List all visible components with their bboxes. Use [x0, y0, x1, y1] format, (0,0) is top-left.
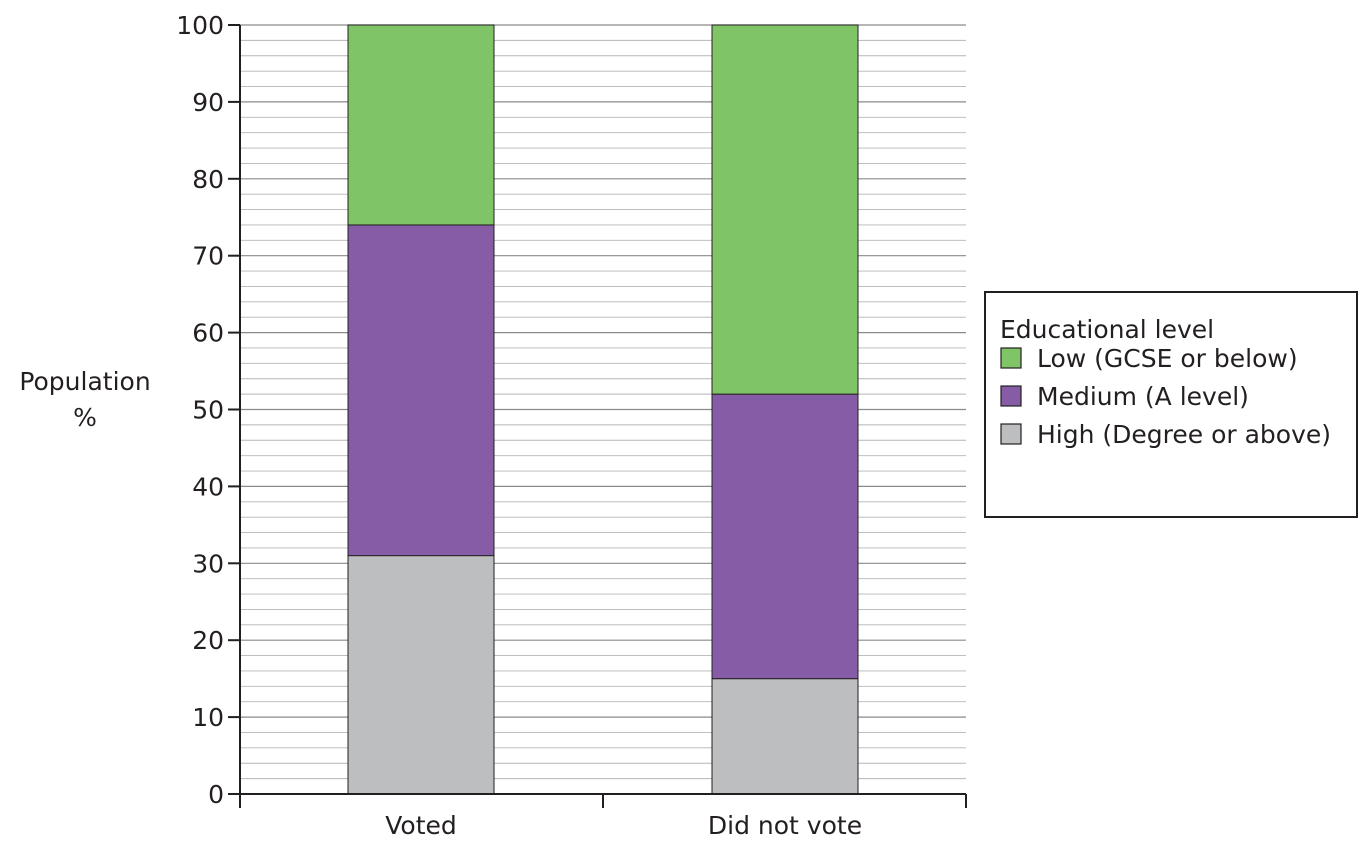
y-tick-label: 60	[192, 319, 224, 348]
legend-entry-label: Low (GCSE or below)	[1037, 344, 1298, 373]
y-tick-label: 10	[192, 703, 224, 732]
x-tick-label: Did not vote	[708, 811, 862, 840]
legend-entry-label: Medium (A level)	[1037, 382, 1249, 411]
bars	[347, 24, 859, 795]
y-tick-label: 50	[192, 396, 224, 425]
legend-swatch	[1000, 347, 1022, 369]
bar-segment	[347, 224, 495, 557]
bar-segment	[347, 24, 495, 226]
y-tick-label: 90	[192, 88, 224, 117]
y-axis-label-line-2: %	[73, 403, 97, 432]
legend-entry-label: High (Degree or above)	[1037, 420, 1331, 449]
bar-segment	[711, 678, 859, 795]
y-tick-label: 20	[192, 626, 224, 655]
y-tick-label: 70	[192, 242, 224, 271]
y-tick-label: 40	[192, 472, 224, 501]
legend-swatch	[1000, 385, 1022, 407]
bar-segment	[347, 555, 495, 795]
bar-segment	[711, 393, 859, 680]
legend: Educational level Low (GCSE or below) Med…	[984, 291, 1358, 518]
legend-box	[984, 291, 1358, 518]
legend-swatch	[1000, 423, 1022, 445]
x-tick-label: Voted	[385, 811, 457, 840]
y-tick-label: 100	[176, 11, 224, 40]
legend-title: Educational level	[1000, 315, 1214, 344]
bar-segment	[711, 24, 859, 395]
y-tick-label: 0	[208, 780, 224, 809]
y-tick-label: 30	[192, 549, 224, 578]
y-axis-label-line-1: Population	[19, 367, 150, 396]
y-tick-label: 80	[192, 165, 224, 194]
axes: Population % 0 10 20 30 40 50 60 70 80 90 100 Voted…	[19, 11, 967, 840]
